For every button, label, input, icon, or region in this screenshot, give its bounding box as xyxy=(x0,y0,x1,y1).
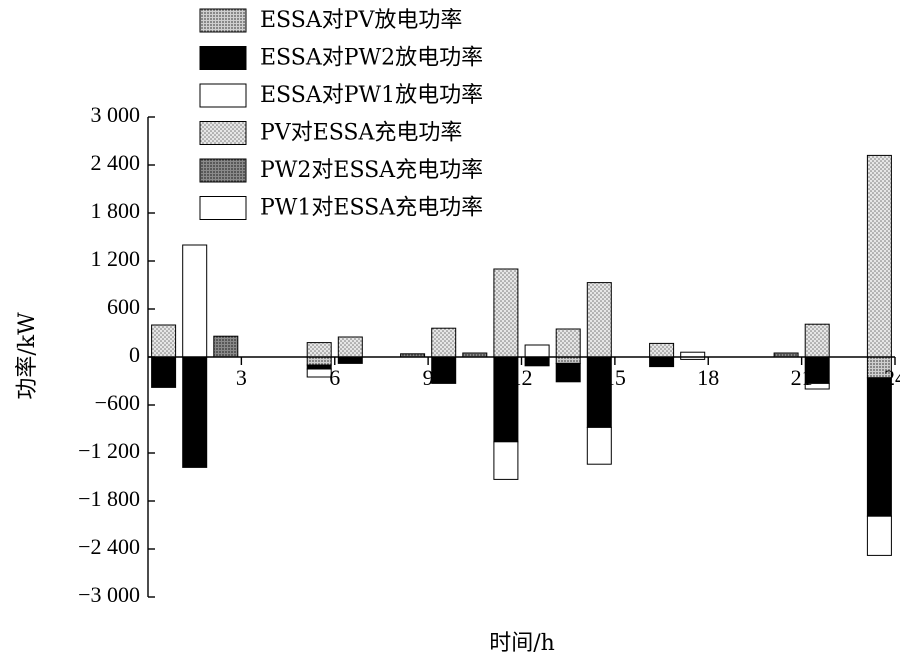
bar-pv_essa-h12 xyxy=(493,268,519,358)
y-tick-label: 3 000 xyxy=(91,102,141,127)
bar-pv_essa-h24 xyxy=(866,154,892,358)
bar-pv_essa-h10 xyxy=(431,327,457,358)
bar-pw1_essa-h13 xyxy=(524,344,550,358)
legend-swatch xyxy=(199,121,247,145)
y-tick-label: −2 400 xyxy=(78,534,140,559)
y-tick-label: −1 200 xyxy=(78,438,140,463)
legend-label: ESSA对PW2放电功率 xyxy=(260,46,483,71)
bar-pv_essa-h22 xyxy=(804,323,830,358)
bar-essa_pw1-h24 xyxy=(866,515,892,556)
bar-essa_pw2-h1 xyxy=(151,356,177,388)
bar-essa_pw2-h10 xyxy=(431,356,457,384)
bar-essa_pw2-h15 xyxy=(586,356,612,428)
x-tick-label: 21 xyxy=(791,365,813,390)
y-tick-label: −3 000 xyxy=(78,582,140,607)
y-tick-label: 0 xyxy=(129,342,140,367)
x-tick-label: 12 xyxy=(511,365,533,390)
y-axis-title: 功率/kW xyxy=(15,312,40,400)
bar-pv_essa-h1 xyxy=(151,324,177,358)
y-tick-label: 600 xyxy=(107,294,140,319)
y-tick-label: 2 400 xyxy=(91,150,141,175)
y-tick-label: 1 800 xyxy=(91,198,141,223)
bar-pv_essa-h15 xyxy=(586,282,612,358)
legend-swatch xyxy=(199,8,247,33)
x-tick-label: 15 xyxy=(604,365,626,390)
legend-label: ESSA对PW1放电功率 xyxy=(260,83,483,108)
bar-essa_pw1-h12 xyxy=(493,441,519,480)
bar-essa_pv-h6 xyxy=(306,356,332,366)
legend-label: PW1对ESSA充电功率 xyxy=(260,196,483,221)
bar-essa_pw2-h6 xyxy=(306,364,332,370)
legend-swatch xyxy=(199,158,247,183)
bar-essa_pw1-h15 xyxy=(586,426,612,465)
legend-label: PV对ESSA充电功率 xyxy=(260,121,462,146)
bar-essa_pw2-h17 xyxy=(649,356,675,368)
bar-essa_pv-h14 xyxy=(555,356,581,364)
axes: 3 000 2 400 1 800 1 200 600 0 −600 −1 200 −1 800… xyxy=(78,102,900,607)
bar-pv_essa-h6 xyxy=(306,342,332,358)
bar-pw1_essa-h18 xyxy=(680,351,706,358)
bar-pv_essa-h17 xyxy=(649,342,675,358)
x-tick-label: 18 xyxy=(697,365,719,390)
x-tick-label: 9 xyxy=(423,365,434,390)
x-tick-label: 3 xyxy=(236,365,247,390)
legend-swatch xyxy=(199,46,247,70)
bar-essa_pw2-h7 xyxy=(337,356,363,364)
bar-pv_essa-h7 xyxy=(337,336,363,358)
bar-essa_pw2-h24 xyxy=(866,377,892,517)
bar-pv_essa-h14 xyxy=(555,328,581,358)
x-tick-label: 6 xyxy=(329,365,340,390)
bar-essa_pw1-h6 xyxy=(306,368,332,378)
bar-essa_pw1-h22 xyxy=(804,382,830,390)
y-tick-label: 1 200 xyxy=(91,246,141,271)
x-tick-label: 24 xyxy=(884,365,900,390)
bar-essa_pw2-h12 xyxy=(493,356,519,443)
y-tick-label: −600 xyxy=(95,390,140,415)
legend: ESSA对PV放电功率 ESSA对PW2放电功率 ESSA对PW1放电功率 PV对ES… xyxy=(199,8,483,221)
bar-pw1_essa-h2 xyxy=(182,244,208,358)
bar-essa_pw2-h2 xyxy=(182,356,208,468)
x-axis-title: 时间/h xyxy=(489,631,555,656)
legend-label: ESSA对PV放电功率 xyxy=(260,8,462,33)
legend-swatch xyxy=(199,196,247,220)
legend-swatch xyxy=(199,83,247,108)
bar-pw2_essa-h3 xyxy=(213,335,239,358)
legend-label: PW2对ESSA充电功率 xyxy=(260,158,483,183)
bar-essa_pw2-h14 xyxy=(555,362,581,383)
y-tick-label: −1 800 xyxy=(78,486,140,511)
